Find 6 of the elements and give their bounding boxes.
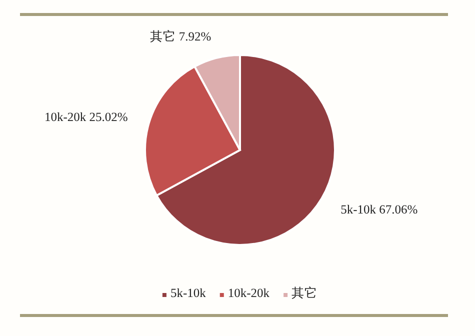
legend-label: 10k-20k [228, 286, 270, 300]
legend-label: 其它 [292, 285, 318, 300]
data-label: 其它 7.92% [150, 28, 212, 44]
legend-label: 5k-10k [170, 286, 207, 300]
data-label: 5k-10k 67.06% [340, 202, 418, 217]
data-label: 10k-20k 25.02% [44, 110, 128, 124]
